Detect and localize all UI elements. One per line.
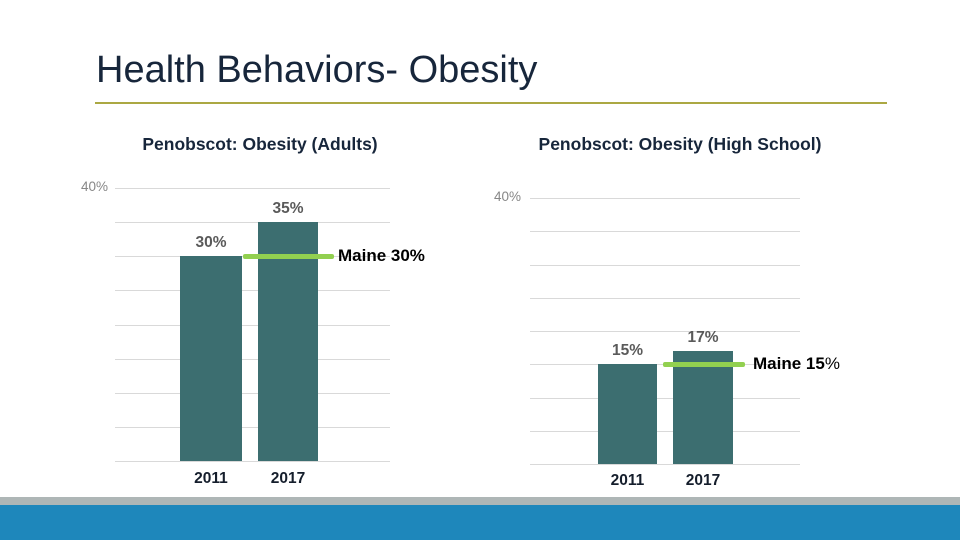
title-underline bbox=[95, 102, 887, 104]
slide-title: Health Behaviors- Obesity bbox=[96, 49, 538, 91]
reference-line bbox=[663, 361, 745, 367]
bar-value-label: 15% bbox=[611, 342, 644, 360]
reference-line bbox=[243, 253, 334, 259]
gridline bbox=[115, 325, 390, 326]
gridline bbox=[530, 464, 800, 465]
category-label: 2017 bbox=[685, 472, 721, 489]
reference-line-label-percent: % bbox=[824, 354, 840, 374]
reference-line-label: Maine 15% bbox=[753, 354, 873, 374]
bar-2011 bbox=[598, 364, 657, 464]
gridline bbox=[115, 359, 390, 360]
bar-2011 bbox=[180, 256, 242, 461]
bar-value-label: 30% bbox=[195, 234, 227, 252]
gridline bbox=[530, 431, 800, 432]
footer-blue-band: 23 bbox=[0, 505, 960, 540]
gridline bbox=[530, 298, 800, 299]
gridline bbox=[115, 222, 390, 223]
gridline bbox=[115, 461, 390, 462]
gridline bbox=[115, 427, 390, 428]
gridline bbox=[530, 398, 800, 399]
gridline bbox=[530, 331, 800, 332]
category-label: 2011 bbox=[610, 472, 645, 489]
bar-value-label: 17% bbox=[687, 328, 719, 346]
y-axis-max-label: 40% bbox=[80, 179, 108, 194]
bar-2017 bbox=[673, 350, 733, 464]
category-label: 2017 bbox=[270, 470, 306, 487]
chart-title-adults: Penobscot: Obesity (Adults) bbox=[142, 134, 378, 154]
gridline bbox=[530, 231, 800, 232]
y-axis-max-label: 40% bbox=[493, 189, 521, 204]
gridline bbox=[115, 393, 390, 394]
reference-line-label: Maine 30% bbox=[338, 246, 425, 266]
bar-value-label: 35% bbox=[272, 200, 304, 218]
gridline bbox=[530, 265, 800, 266]
footer-gray-band bbox=[0, 497, 960, 505]
gridline bbox=[115, 290, 390, 291]
gridline bbox=[530, 198, 800, 199]
reference-line-label-text: Maine 15 bbox=[753, 354, 825, 374]
gridline bbox=[115, 188, 390, 189]
chart-title-high-school: Penobscot: Obesity (High School) bbox=[538, 134, 822, 154]
bar-2017 bbox=[258, 222, 318, 461]
category-label: 2011 bbox=[194, 470, 228, 487]
